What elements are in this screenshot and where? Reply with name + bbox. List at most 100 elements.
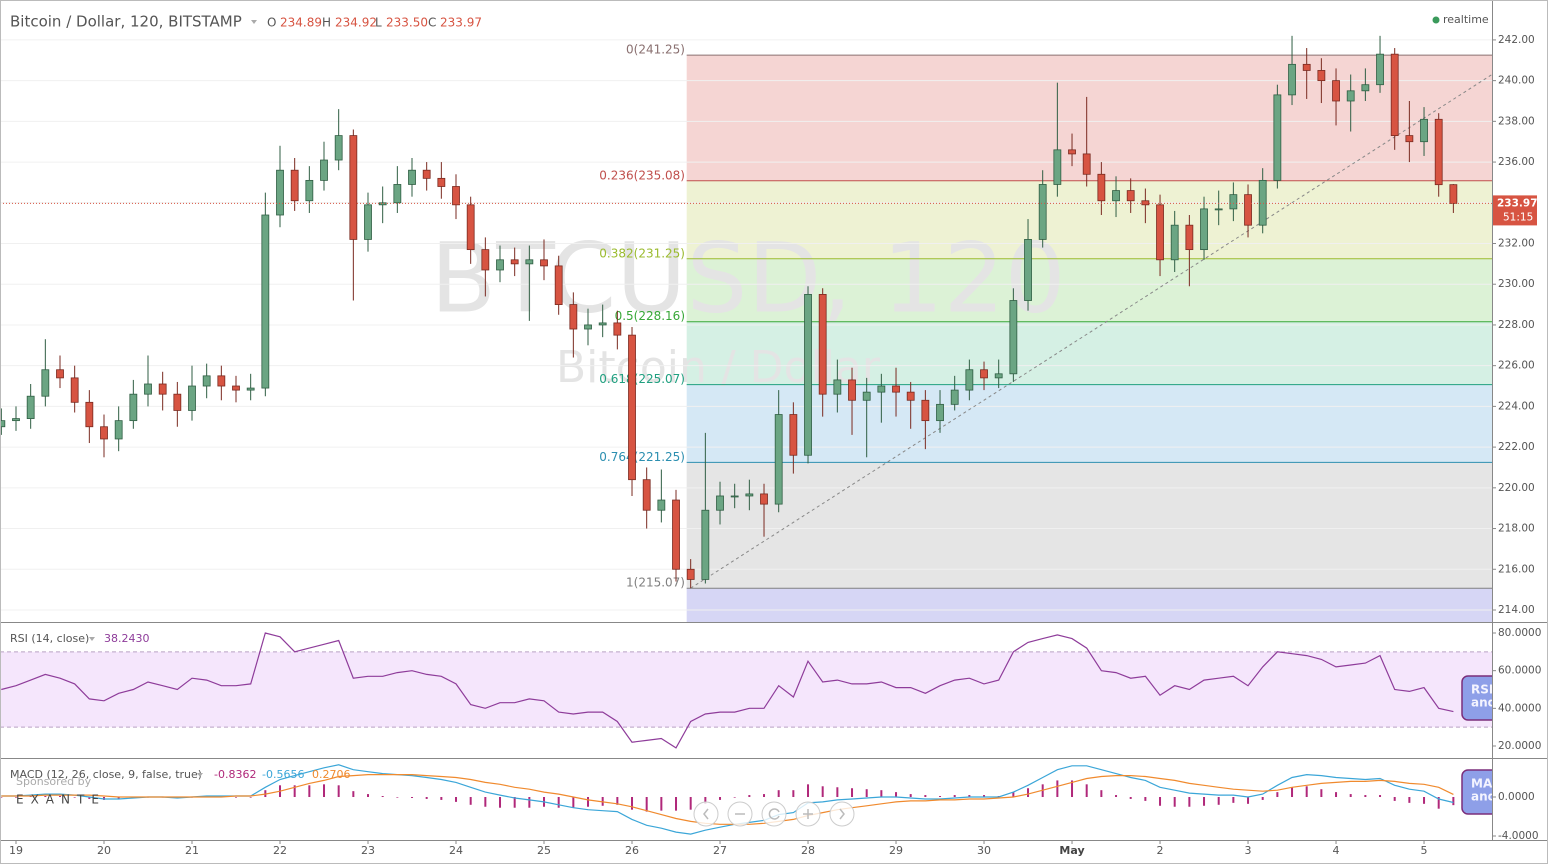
macd-histogram-bar	[924, 795, 927, 798]
macd-histogram-bar	[1261, 797, 1264, 800]
candle-body	[789, 414, 798, 456]
candle-body	[1449, 184, 1458, 204]
macd-histogram-bar	[308, 785, 311, 798]
macd-histogram-bar	[572, 797, 575, 808]
x-tick-label: 24	[449, 844, 463, 857]
macd-histogram-bar	[1144, 797, 1147, 801]
candle-body	[305, 179, 314, 202]
candle-body	[320, 159, 328, 181]
countdown: 51:15	[1503, 211, 1533, 223]
x-tick-label: 19	[9, 844, 23, 857]
candle-body	[525, 259, 534, 265]
macd-histogram-bar	[1379, 795, 1382, 798]
side-tab[interactable]	[1461, 769, 1506, 815]
candle-body	[56, 369, 64, 379]
macd-histogram-bar	[1349, 794, 1352, 798]
reset-button[interactable]	[761, 801, 787, 827]
macd-histogram-bar	[1232, 797, 1235, 803]
fib-band	[686, 384, 1492, 463]
macd-histogram-bar	[367, 794, 370, 798]
macd-histogram-bar	[1364, 795, 1367, 798]
candle-body	[1053, 149, 1062, 185]
candle-body	[1185, 224, 1194, 251]
candle-body	[701, 509, 710, 580]
last-price-box	[1493, 195, 1537, 226]
side-tab[interactable]	[1461, 675, 1506, 721]
candle-body	[1229, 194, 1238, 210]
y-tick-label: 0.0000	[1498, 791, 1535, 803]
candle-body	[1390, 53, 1399, 136]
x-tick-label: 22	[273, 844, 287, 857]
candle-body	[1361, 84, 1370, 92]
macd-histogram-bar	[323, 784, 326, 798]
macd-histogram-bar	[1129, 797, 1132, 799]
fib-label: 0.764(221.25)	[599, 450, 685, 464]
y-tick-label: 236.00	[1498, 156, 1535, 168]
macd-histogram-bar	[660, 797, 663, 811]
candle-body	[980, 369, 988, 379]
macd-histogram-bar	[733, 797, 736, 798]
candle-body	[862, 391, 871, 401]
macd-histogram-bar	[880, 790, 883, 798]
candle-body	[584, 324, 592, 330]
macd-histogram-bar	[1217, 797, 1220, 805]
fib-label: 0.618(225.07)	[599, 372, 685, 386]
macd-histogram-bar	[352, 791, 355, 798]
macd-histogram-bar	[1012, 792, 1015, 798]
status-dot	[1432, 16, 1440, 24]
macd-histogram-bar	[557, 797, 560, 808]
macd-histogram-bar	[499, 797, 502, 808]
candle-body	[26, 395, 35, 420]
scroll-right-button[interactable]	[829, 801, 855, 827]
side-tab-label: and	[1471, 790, 1496, 804]
candle-body	[232, 385, 240, 391]
macd-histogram-bar	[249, 797, 252, 798]
x-tick-label: 2	[1157, 844, 1164, 857]
x-tick-label: 23	[361, 844, 375, 857]
macd-histogram-bar	[293, 785, 296, 798]
macd-histogram-bar	[836, 787, 839, 798]
candle-body	[85, 401, 94, 428]
rsi-band	[0, 651, 1492, 728]
candle-body	[950, 389, 959, 405]
candle-body	[965, 369, 974, 391]
sponsor-label: Sponsored by	[16, 775, 92, 788]
y-tick-label: 224.00	[1498, 400, 1535, 412]
fib-band	[686, 588, 1492, 622]
scroll-left-button[interactable]	[693, 801, 719, 827]
macd-histogram-bar	[528, 797, 531, 808]
candle-body	[12, 418, 20, 422]
caret-icon[interactable]	[197, 773, 203, 777]
macd-histogram-bar	[1423, 797, 1426, 804]
y-tick-label: -4.0000	[1498, 830, 1539, 842]
candle-body	[628, 334, 636, 481]
macd-histogram-bar	[1247, 797, 1250, 804]
macd-histogram-bar	[484, 797, 487, 807]
candle-body	[70, 377, 79, 403]
y-tick-label: 222.00	[1498, 441, 1535, 453]
sponsor-name[interactable]: EXANTE	[16, 793, 106, 807]
candle-body	[276, 169, 284, 216]
macd-histogram-bar	[645, 797, 648, 812]
macd-histogram-bar	[851, 788, 854, 798]
candle-body	[1244, 194, 1252, 226]
macd-histogram-bar	[1100, 790, 1103, 798]
candle-body	[290, 169, 299, 202]
candle-body	[1258, 179, 1267, 226]
macd-histogram-bar	[748, 795, 751, 798]
candle-body	[437, 177, 446, 187]
caret-icon[interactable]	[251, 20, 257, 24]
caret-icon[interactable]	[89, 637, 95, 641]
candle-body	[0, 420, 6, 428]
legend-key: C	[428, 16, 436, 30]
candle-body	[730, 495, 739, 498]
candle-body	[1214, 208, 1223, 211]
candle-body	[804, 294, 812, 456]
macd-histogram-bar	[411, 797, 414, 798]
macd-histogram-bar	[44, 796, 47, 798]
macd-histogram-bar	[807, 784, 810, 798]
macd-histogram-bar	[88, 797, 91, 799]
candle-body	[1141, 200, 1150, 206]
macd-histogram-bar	[953, 795, 956, 798]
